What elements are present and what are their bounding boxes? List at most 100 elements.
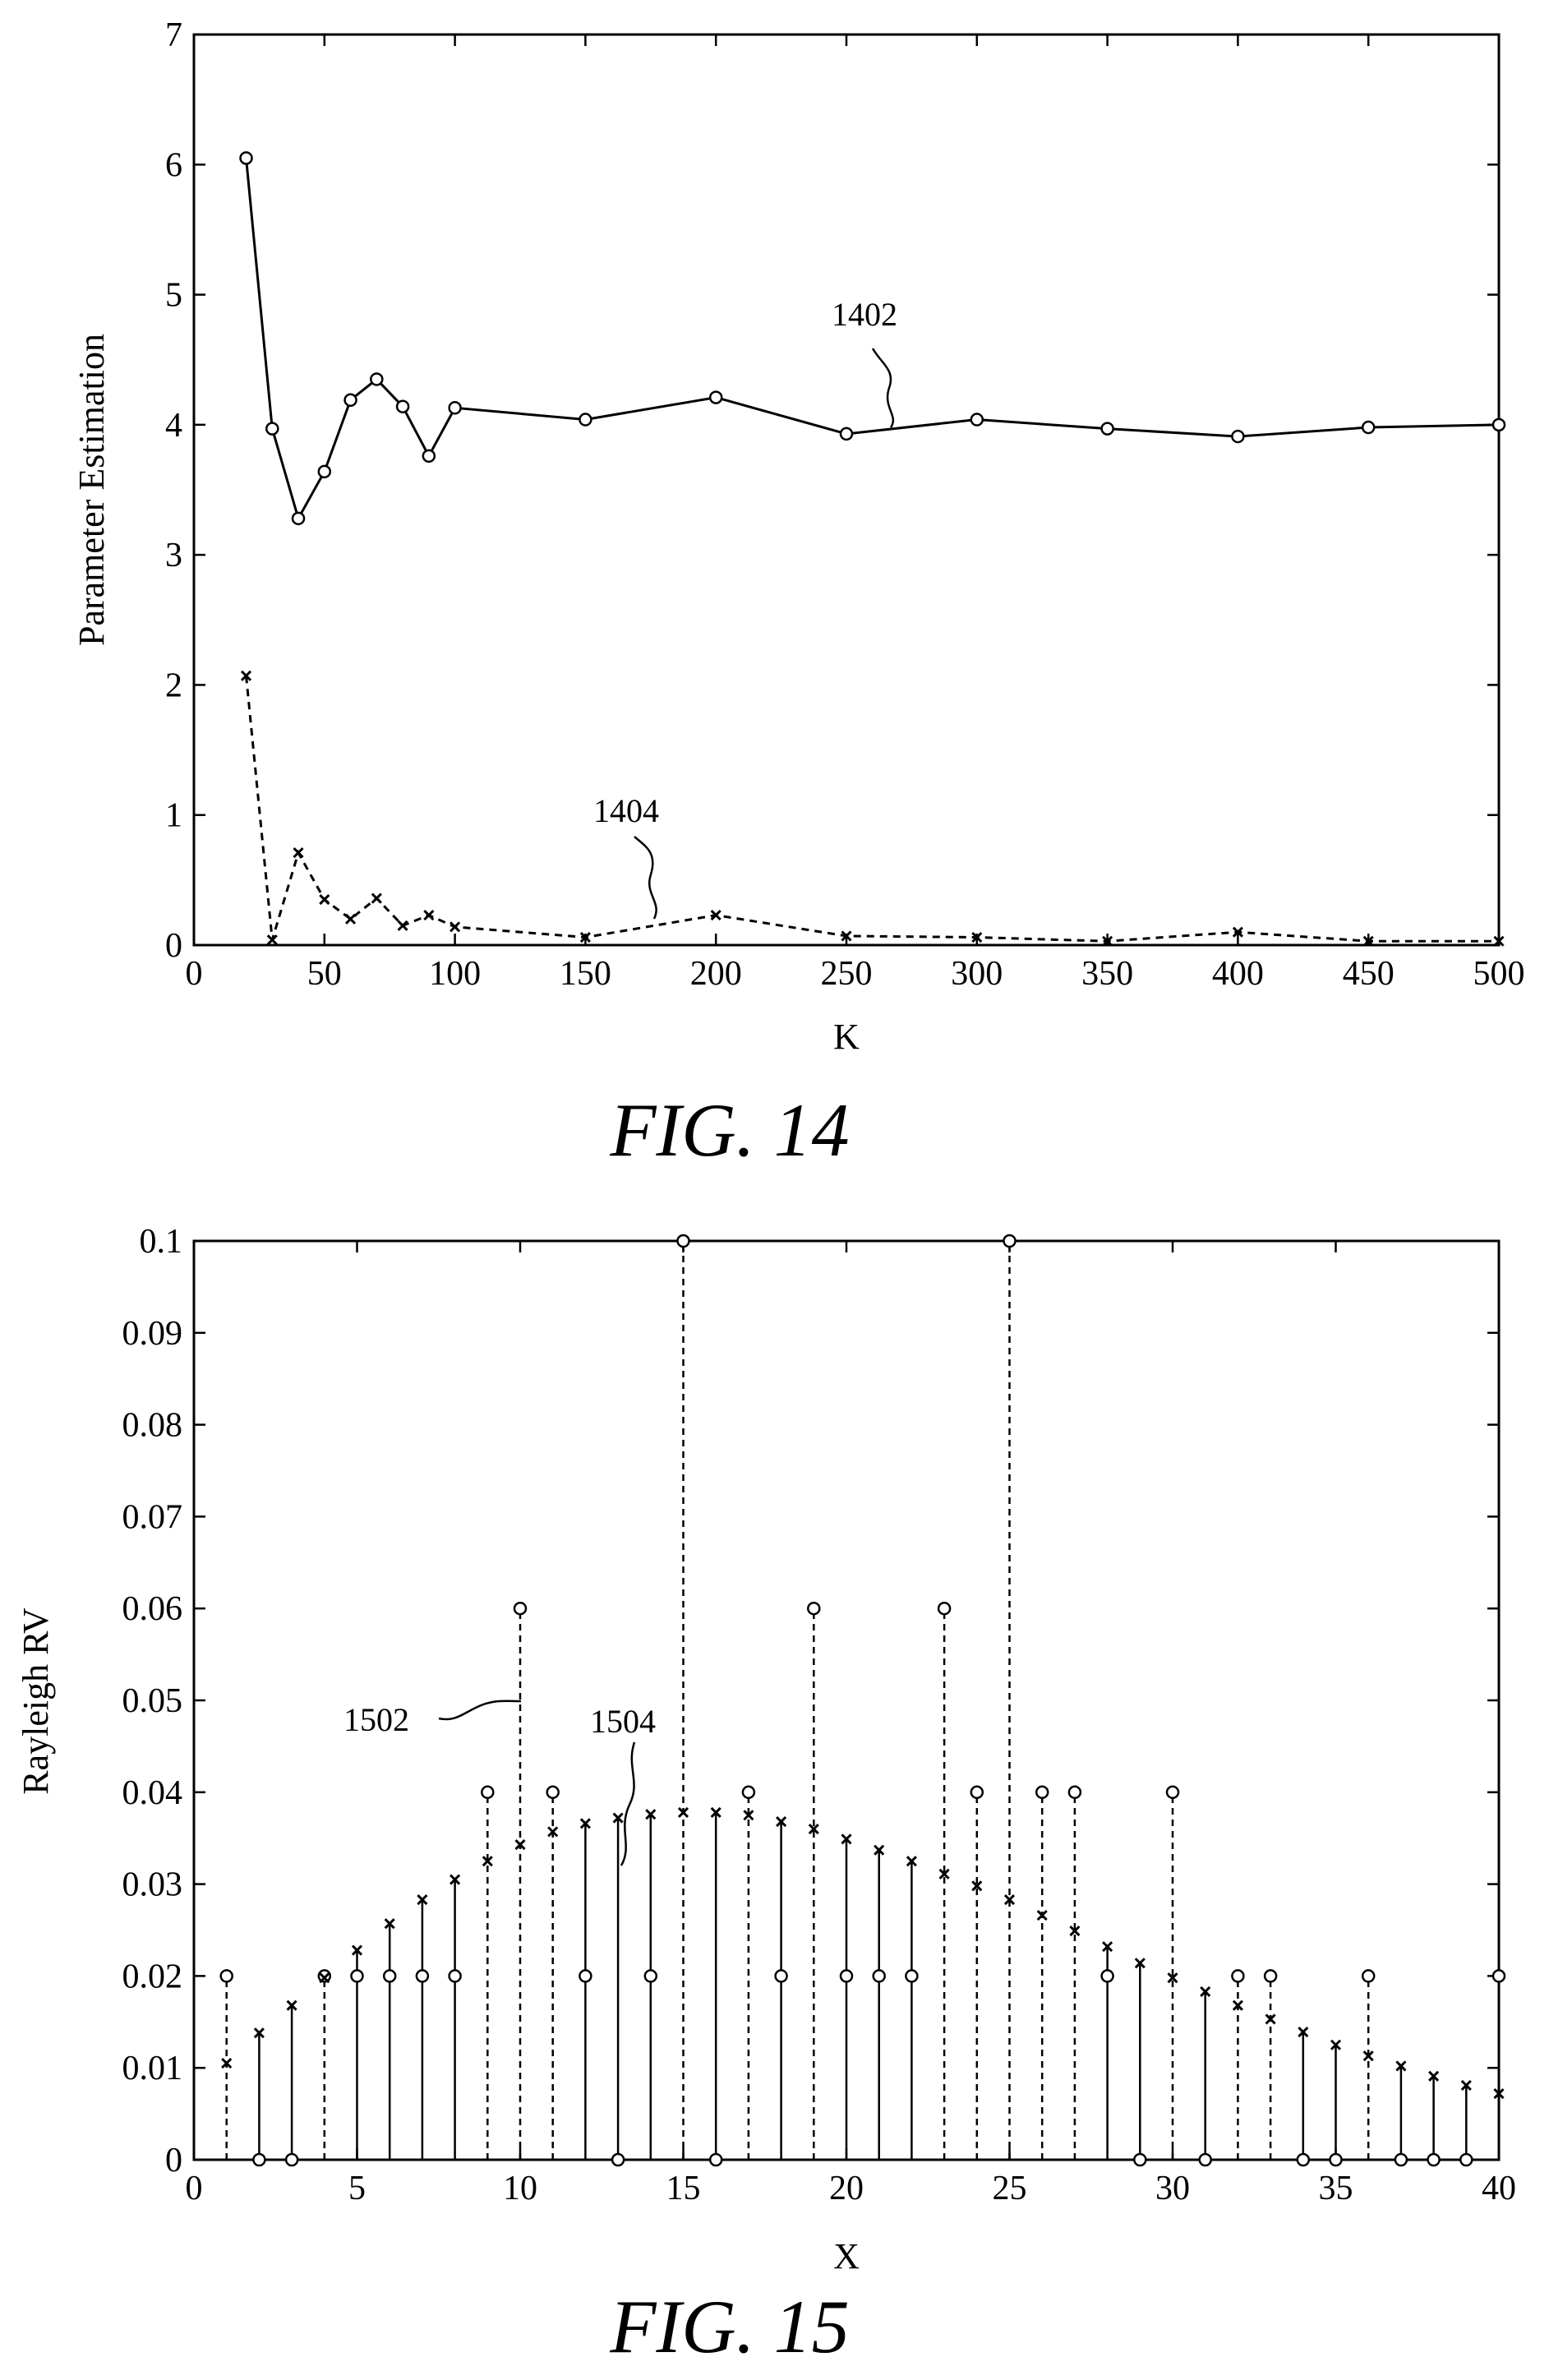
fig15-y-tick-label: 0.04	[122, 1774, 183, 1812]
fig14-plot-frame	[192, 33, 1501, 947]
fig15-x-tick-label: 30	[1155, 2170, 1190, 2207]
fig15-x-tick-label: 10	[503, 2170, 537, 2207]
fig15-point-1504	[776, 1816, 787, 1828]
fig15-point-1504	[449, 1874, 461, 1885]
fig15-point-1502	[1491, 1969, 1506, 1983]
fig14-point-1404	[1493, 935, 1505, 947]
fig15-caption: FIG. 15	[609, 2285, 849, 2368]
fig15-y-tick-label: 0.02	[122, 1958, 183, 1995]
fig15-leader-1504	[620, 1741, 636, 1866]
fig15-point-1502	[1100, 1969, 1114, 1983]
fig14-point-1404	[971, 931, 983, 943]
fig15-point-1502	[611, 2152, 625, 2167]
fig15-y-axis-label: Rayleigh RV	[16, 1607, 56, 1795]
fig15-point-1502	[807, 1601, 821, 1616]
fig15-point-1502	[643, 1969, 658, 1983]
fig15-point-1502	[1459, 2152, 1473, 2167]
fig14-x-tick-label: 50	[307, 955, 342, 993]
fig14-point-1404	[266, 934, 278, 946]
fig15-x-tick-label: 40	[1482, 2170, 1516, 2207]
fig15-point-1504	[1460, 2079, 1472, 2092]
fig14-x-tick-label: 0	[186, 955, 203, 993]
fig14-leader-1404	[634, 836, 657, 920]
fig15-point-1504	[1102, 1941, 1113, 1953]
fig15-point-1502	[350, 1969, 364, 1983]
fig15-point-1504	[743, 1810, 754, 1821]
fig14-point-1404	[1362, 935, 1374, 947]
fig14-point-1404	[579, 931, 591, 943]
fig15-point-1504	[319, 1972, 330, 1984]
fig14-point-1404	[319, 894, 330, 906]
fig15-point-1504	[1134, 1958, 1146, 1969]
fig14-series-line-1402	[245, 158, 1500, 522]
fig15-point-1504	[938, 1868, 950, 1880]
fig14-caption: FIG. 14	[609, 1088, 849, 1172]
fig15-leader-1502	[438, 1700, 522, 1721]
fig15-point-1502	[513, 1601, 528, 1616]
fig14-ticks: 0 50 100 150 200 250 300 350 400 450 500 0 1 2 3 4 5 6 7	[165, 16, 1525, 993]
fig14-x-tick-label: 200	[690, 955, 742, 993]
fig15-point-1502	[1296, 2152, 1311, 2167]
fig15-point-1504	[841, 1833, 852, 1845]
fig15-point-1504	[1362, 2050, 1374, 2062]
fig15-point-1504	[1036, 1910, 1048, 1921]
fig14-x-tick-label: 350	[1081, 955, 1133, 993]
fig14-point-1402	[370, 372, 384, 386]
fig14-y-tick-label: 0	[165, 927, 182, 965]
fig15-point-1504	[971, 1880, 983, 1892]
fig15-point-1502	[448, 1969, 462, 1983]
fig14-point-1402	[239, 151, 253, 165]
fig15-chart: 0 5 10 15 20 25 30 35 40 0 0.01 0.02 0.03 0.04 0.05 0.0…	[16, 1223, 1516, 2368]
fig14-point-1402	[1491, 417, 1506, 432]
fig15-point-1502	[317, 1969, 332, 1983]
fig15-point-1504	[1167, 1972, 1178, 1984]
fig15-point-1504	[547, 1826, 559, 1838]
fig15-point-1502	[252, 2152, 266, 2167]
fig15-point-1502	[415, 1969, 430, 1983]
fig15-point-1504	[253, 2027, 265, 2039]
fig14-point-1402	[343, 393, 357, 408]
fig14-point-1404	[1102, 935, 1113, 947]
fig14-x-tick-label: 100	[429, 955, 481, 993]
fig15-y-tick-label: 0.08	[122, 1407, 183, 1445]
fig14-point-1402	[1231, 429, 1245, 444]
fig15-point-1502	[1165, 1785, 1180, 1800]
fig15-point-1502	[1067, 1785, 1082, 1800]
fig14-point-1402	[317, 464, 332, 479]
fig14-y-tick-label: 7	[165, 16, 182, 54]
fig15-ref-1502: 1502	[343, 1701, 409, 1738]
fig14-point-1402	[708, 390, 723, 404]
fig15-point-1502	[546, 1785, 560, 1800]
fig14-x-tick-label: 400	[1212, 955, 1264, 993]
fig15-point-1502	[219, 1969, 233, 1983]
fig15-point-1504	[906, 1856, 917, 1867]
fig15-point-1502	[741, 1785, 756, 1800]
fig14-leader-1402	[871, 348, 895, 428]
fig15-point-1504	[351, 1944, 363, 1956]
fig14-point-1402	[291, 511, 306, 526]
fig15-point-1504	[677, 1806, 689, 1818]
fig15-point-1504	[482, 1856, 493, 1867]
fig15-point-1504	[417, 1894, 428, 1906]
fig14-ref-1404: 1404	[593, 792, 659, 829]
fig15-point-1502	[1263, 1969, 1278, 1983]
fig14-series	[239, 151, 1506, 947]
fig15-y-tick-label: 0	[165, 2142, 182, 2179]
fig14-chart: 0 50 100 150 200 250 300 350 400 450 500 0 1 2 3 4 5 6 7 K…	[71, 16, 1525, 1172]
fig14-x-tick-label: 150	[560, 955, 611, 993]
fig14-y-tick-label: 5	[165, 277, 182, 315]
fig15-point-1504	[1069, 1926, 1081, 1937]
fig14-x-tick-label: 250	[821, 955, 873, 993]
fig15-point-1502	[284, 2152, 299, 2167]
fig15-point-1504	[808, 1823, 819, 1835]
fig15-point-1504	[1298, 2027, 1309, 2038]
fig14-y-tick-label: 4	[165, 407, 182, 445]
fig15-point-1504	[1232, 1999, 1243, 2011]
fig14-point-1402	[265, 422, 279, 436]
fig15-point-1504	[710, 1806, 721, 1818]
fig15-x-tick-label: 20	[829, 2170, 864, 2207]
fig15-point-1502	[970, 1785, 984, 1800]
fig15-point-1504	[645, 1809, 657, 1820]
